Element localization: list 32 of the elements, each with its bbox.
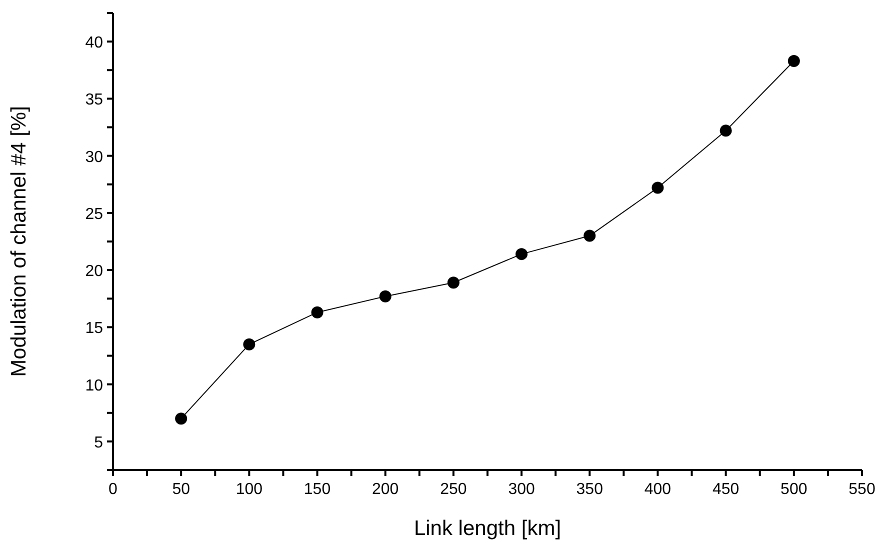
y-tick-label: 35 bbox=[85, 92, 104, 109]
point bbox=[516, 248, 528, 260]
x-tick-label: 450 bbox=[712, 481, 740, 498]
point bbox=[311, 306, 324, 318]
x-tick-label: 0 bbox=[108, 481, 118, 498]
y-tick-label: 40 bbox=[85, 34, 104, 52]
x-tick-label: 350 bbox=[576, 481, 604, 498]
y-tick-label: 10 bbox=[85, 377, 104, 394]
x-tick-label: 250 bbox=[440, 481, 467, 498]
point bbox=[175, 412, 188, 425]
point bbox=[584, 230, 596, 242]
y-tick-label: 30 bbox=[85, 148, 104, 166]
x-tick-label: 200 bbox=[372, 481, 399, 498]
point bbox=[652, 182, 664, 194]
x-tick-label: 300 bbox=[508, 481, 535, 498]
y-tick-label: 25 bbox=[85, 206, 104, 223]
y-axis-title: Modulation of channel #4 [%] bbox=[7, 106, 30, 377]
y-tick-label: 5 bbox=[94, 434, 104, 452]
point bbox=[379, 290, 392, 302]
y-tick-label: 15 bbox=[85, 320, 104, 338]
x-tick-label: 50 bbox=[172, 481, 190, 498]
point bbox=[243, 338, 256, 350]
x-axis-title: Link length [km] bbox=[414, 517, 562, 540]
x-tick-label: 400 bbox=[644, 481, 672, 498]
x-tick-label: 550 bbox=[848, 481, 876, 498]
point bbox=[720, 124, 732, 137]
x-tick-label: 500 bbox=[780, 481, 808, 498]
y-tick-label: 20 bbox=[85, 263, 104, 280]
point bbox=[788, 54, 800, 67]
x-tick-label: 150 bbox=[304, 481, 331, 498]
x-tick-label: 100 bbox=[236, 481, 263, 498]
point bbox=[447, 276, 460, 289]
